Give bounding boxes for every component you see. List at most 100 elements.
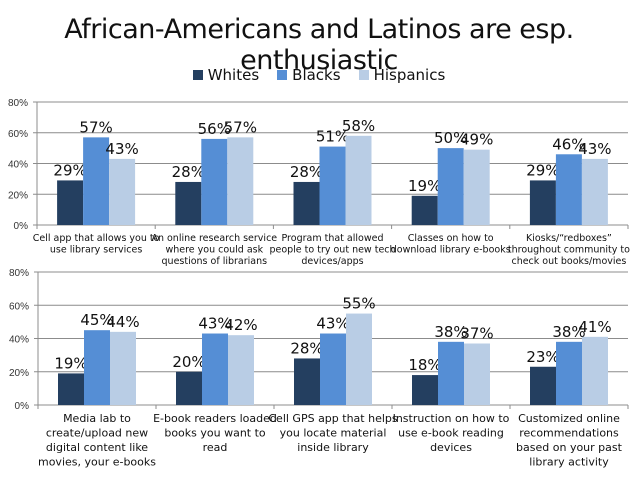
chart1-category-label-line: throughout community to xyxy=(508,245,630,256)
chart2-category-label-line: based on your past xyxy=(516,441,623,454)
chart1-bar-blacks xyxy=(83,137,110,225)
chart1-data-label-hispanics: 49% xyxy=(460,131,493,149)
chart2-bar-whites xyxy=(176,371,202,405)
chart2-bar-whites xyxy=(294,358,320,405)
chart2-category-label-line: Cell GPS app that helps xyxy=(268,412,398,425)
chart1-ytick-label: 40% xyxy=(8,160,28,171)
legend-swatch-blacks xyxy=(277,70,288,80)
chart1-data-label-whites: 28% xyxy=(290,163,323,181)
chart2-category-label-line: books you want to xyxy=(164,427,266,440)
chart1-data-label-whites: 29% xyxy=(53,161,86,179)
chart2-category-label-line: movies, your e-books xyxy=(38,456,156,469)
chart1-data-label-whites: 29% xyxy=(526,161,559,179)
chart2-data-label-hispanics: 37% xyxy=(460,324,493,342)
chart2-category-label-line: inside library xyxy=(297,441,369,454)
legend-swatch-whites xyxy=(192,70,203,80)
chart2-data-label-hispanics: 55% xyxy=(342,295,375,313)
chart2-bar-whites xyxy=(412,375,438,405)
chart2-bar-blacks xyxy=(556,341,582,405)
chart2-data-label-whites: 20% xyxy=(172,353,205,371)
chart2-data-label-whites: 23% xyxy=(526,348,559,366)
legend-item-whites: Whites xyxy=(192,66,259,84)
legend-swatch-hispanics xyxy=(358,70,369,80)
chart1-category-label-line: people to try out new tech xyxy=(269,245,395,256)
chart2-bar-hispanics xyxy=(110,331,136,405)
chart2-category-label-line: you locate material xyxy=(280,427,387,440)
chart2-data-label-hispanics: 42% xyxy=(224,316,257,334)
chart1-bar-hispanics xyxy=(463,149,490,225)
chart2-category-label-line: use e-book reading xyxy=(398,427,504,440)
chart2-category-label-line: create/upload new xyxy=(46,427,148,440)
chart2-category-label-line: devices xyxy=(430,441,472,454)
chart2-data-label-blacks: 45% xyxy=(80,311,113,329)
chart2-ytick-label: 40% xyxy=(9,335,29,346)
chart2-bar-whites xyxy=(530,366,556,405)
chart1-category-label: An online research service where you coul… xyxy=(151,233,277,267)
chart2-data-label-blacks: 43% xyxy=(198,315,231,333)
chart1-bar-hispanics xyxy=(227,137,254,225)
chart1-bar-whites xyxy=(529,180,556,225)
chart1-bar-hispanics xyxy=(345,135,372,225)
chart1-data-label-hispanics: 43% xyxy=(105,140,138,158)
chart2-data-label-blacks: 38% xyxy=(434,323,467,341)
chart2-bar-whites xyxy=(58,373,84,405)
chart2-ytick-label: 0% xyxy=(15,401,30,412)
chart1-category-label-line: check out books/movies xyxy=(511,256,626,267)
legend: Whites Blacks Hispanics xyxy=(0,66,638,84)
legend-label-blacks: Blacks xyxy=(292,66,341,84)
chart2-data-label-hispanics: 44% xyxy=(106,313,139,331)
chart2-bar-blacks xyxy=(202,333,228,405)
chart-title: African-Americans and Latinos are esp. e… xyxy=(64,14,574,76)
chart1-data-label-hispanics: 58% xyxy=(342,117,375,135)
chart2-data-label-whites: 18% xyxy=(408,356,441,374)
chart1-data-label-blacks: 57% xyxy=(79,118,112,136)
chart1-bar-blacks xyxy=(201,138,228,225)
chart2-ytick-label: 60% xyxy=(9,301,29,312)
chart1-ytick-label: 20% xyxy=(8,190,28,201)
chart1-category-label-line: devices/apps xyxy=(301,256,363,267)
chart1-category-label: Cell app that allows you to use library s… xyxy=(33,233,160,256)
chart2-category-label-line: recommendations xyxy=(519,427,619,440)
chart2-bar-hispanics xyxy=(582,336,608,405)
chart1-data-label-whites: 28% xyxy=(172,163,205,181)
chart1-ytick-label: 60% xyxy=(8,129,28,140)
chart1-category-label-line: Classes on how to xyxy=(408,233,494,244)
chart1-data-label-blacks: 51% xyxy=(316,128,349,146)
chart1-bar-hispanics xyxy=(581,158,608,225)
chart2-category-label: Customized online recommendations based on… xyxy=(516,412,623,469)
chart2-data-label-hispanics: 41% xyxy=(578,318,611,336)
chart2-ytick-label: 80% xyxy=(9,268,29,279)
chart1-data-label-hispanics: 43% xyxy=(578,140,611,158)
chart2-category-label: Instruction on how to use e-book reading d… xyxy=(393,412,510,454)
chart1-bar-blacks xyxy=(555,154,582,225)
chart1-data-label-blacks: 50% xyxy=(434,129,467,147)
chart1-category-label-line: questions of librarians xyxy=(162,256,268,267)
chart1-category-label-line: download library e-books xyxy=(391,245,511,256)
chart2-category-label-line: read xyxy=(203,441,228,454)
chart2-bar-blacks xyxy=(438,341,464,405)
legend-label-hispanics: Hispanics xyxy=(373,66,446,84)
chart2-data-label-whites: 28% xyxy=(290,339,323,357)
chart1-category-label-line: where you could ask xyxy=(165,245,263,256)
chart1-data-label-blacks: 56% xyxy=(198,120,231,138)
chart2-category-label-line: Media lab to xyxy=(63,412,131,425)
chart1-data-label-whites: 19% xyxy=(408,177,441,195)
chart1-category-label-line: Kiosks/“redboxes” xyxy=(526,233,612,244)
chart2-category-label-line: E-book readers loaded xyxy=(153,412,277,425)
chart1-bar-whites xyxy=(175,181,202,225)
chart2-category-label: Cell GPS app that helps you locate materi… xyxy=(268,412,398,454)
chart1-data-label-blacks: 46% xyxy=(552,135,585,153)
chart2-category-label: Media lab to create/upload new digital con… xyxy=(38,412,156,469)
chart2-category-label-line: Instruction on how to xyxy=(393,412,510,425)
chart2-bar-hispanics xyxy=(464,343,490,405)
chart1-category-label-line: Program that allowed xyxy=(282,233,384,244)
chart1-category-label-line: An online research service xyxy=(151,233,277,244)
chart1-data-label-hispanics: 57% xyxy=(224,118,257,136)
chart1-bar-hispanics xyxy=(109,158,136,225)
legend-item-blacks: Blacks xyxy=(277,66,341,84)
chart2-data-label-whites: 19% xyxy=(54,354,87,372)
chart2-bar-hispanics xyxy=(346,313,372,405)
chart2-category-label-line: library activity xyxy=(529,456,609,469)
chart2-category-label: E-book readers loaded books you want to re… xyxy=(153,412,277,454)
